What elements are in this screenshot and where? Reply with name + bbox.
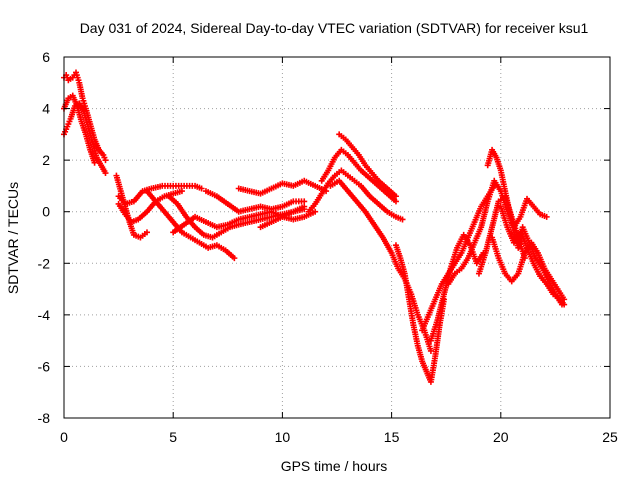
x-axis-label: GPS time / hours [281, 458, 388, 474]
chart-title: Day 031 of 2024, Sidereal Day-to-day VTE… [80, 20, 589, 36]
axis-ticks [63, 56, 611, 419]
data-points [61, 69, 568, 385]
x-tick-label: 15 [384, 429, 400, 445]
data-point [102, 157, 109, 164]
y-tick-label: 0 [42, 204, 50, 220]
data-point [102, 170, 109, 177]
y-tick-label: 4 [42, 101, 50, 117]
data-point [91, 159, 98, 166]
y-tick-label: -2 [38, 255, 51, 271]
data-point [561, 301, 568, 308]
data-point [399, 216, 406, 223]
y-tick-label: -6 [38, 358, 51, 374]
grid [64, 57, 610, 418]
x-tick-labels: 0 5 10 15 20 25 [60, 429, 618, 445]
x-tick-label: 25 [602, 429, 618, 445]
data-point [392, 198, 399, 205]
data-point [392, 193, 399, 200]
x-tick-label: 0 [60, 429, 68, 445]
x-tick-label: 10 [275, 429, 291, 445]
data-point [543, 213, 550, 220]
y-tick-labels: -8 -6 -4 -2 0 2 4 6 [38, 49, 51, 426]
data-point [301, 198, 308, 205]
data-point [143, 229, 150, 236]
data-point [198, 185, 205, 192]
y-axis-label: SDTVAR / TECUs [5, 182, 21, 294]
y-tick-label: -8 [38, 410, 51, 426]
data-point [231, 255, 238, 262]
plot-frame [63, 56, 611, 419]
y-tick-label: -4 [38, 307, 51, 323]
x-tick-label: 5 [169, 429, 177, 445]
x-tick-label: 20 [493, 429, 509, 445]
y-tick-label: 2 [42, 152, 50, 168]
y-tick-label: 6 [42, 49, 50, 65]
data-point [521, 255, 528, 262]
data-point [301, 203, 308, 210]
data-point [312, 208, 319, 215]
data-point [178, 188, 185, 195]
